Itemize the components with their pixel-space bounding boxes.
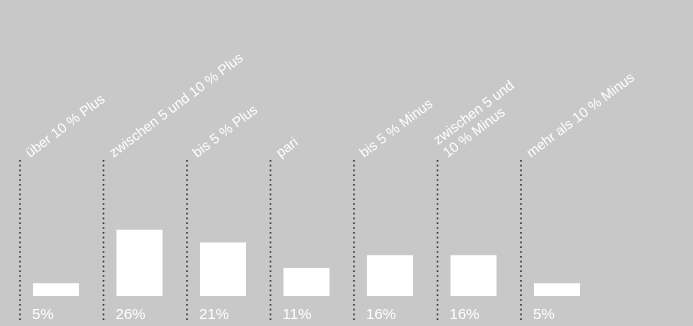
category-label-line: mehr als 10 % Minus — [523, 69, 637, 160]
data-label: 21% — [199, 306, 229, 323]
category-label-line: über 10 % Plus — [22, 90, 107, 160]
data-label: 5% — [533, 306, 555, 323]
bar — [116, 229, 163, 296]
category-label: mehr als 10 % Minus — [523, 69, 637, 160]
category-label-line: bis 5 % Minus — [356, 95, 435, 160]
category-label-line: pari — [273, 134, 301, 161]
data-label: 16% — [450, 306, 480, 323]
data-label: 26% — [116, 306, 146, 323]
category-label-line: bis 5 % Plus — [189, 101, 260, 160]
category-label: pari — [273, 134, 301, 161]
data-label: 11% — [283, 306, 312, 323]
bar — [534, 283, 580, 296]
bar — [33, 283, 79, 296]
bar — [200, 242, 246, 296]
category-label-line: zwischen 5 und 10 % Plus — [106, 49, 246, 160]
category-label: bis 5 % Minus — [356, 95, 435, 160]
bar — [367, 255, 413, 296]
category-label: zwischen 5 und10 % Minus — [430, 77, 526, 161]
bar — [450, 255, 497, 296]
data-label: 16% — [366, 306, 396, 323]
data-label: 5% — [32, 306, 54, 323]
category-label: bis 5 % Plus — [189, 101, 260, 160]
category-label: zwischen 5 und 10 % Plus — [106, 49, 246, 160]
category-label: über 10 % Plus — [22, 90, 107, 160]
bar — [283, 267, 330, 296]
